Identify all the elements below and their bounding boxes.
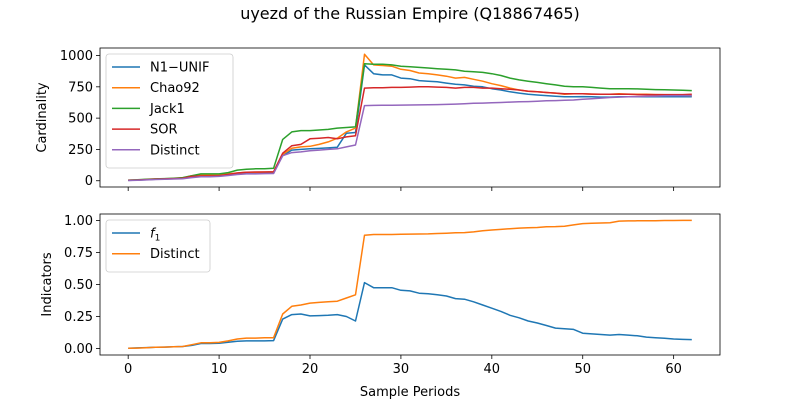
series-line-3 xyxy=(128,86,692,181)
bottom-panel-indicators: 0 10 20 30 40 50 60 0.00 0.25 0.50 0.75 1.00 Indicat… xyxy=(40,213,721,400)
legend-label: Chao92 xyxy=(150,81,200,96)
y-tick-label: 1000 xyxy=(60,49,93,64)
legend-label: Distinct xyxy=(150,143,200,158)
series-line-4 xyxy=(128,94,692,182)
y-tick-label: 0.00 xyxy=(64,342,93,357)
y-tick-label: 0.50 xyxy=(64,278,93,293)
y-axis-label: Indicators xyxy=(40,252,55,316)
legend-label: Jack1 xyxy=(149,102,185,117)
legend-label: N1−UNIF xyxy=(150,61,209,76)
x-tick-label: 60 xyxy=(665,362,682,377)
x-tick-label: 0 xyxy=(124,362,132,377)
top-panel-cardinality: 0 250 500 750 1000 Cardinality N1−UNIF Chao92 Ja… xyxy=(35,47,721,191)
x-tick-label: 30 xyxy=(393,362,410,377)
y-tick-label: 0 xyxy=(85,174,93,189)
x-tick-label: 50 xyxy=(574,362,591,377)
y-tick-label: 0.25 xyxy=(64,310,93,325)
y-tick-label: 0.75 xyxy=(64,246,93,261)
legend-box xyxy=(105,53,234,169)
x-axis-label: Sample Periods xyxy=(360,385,460,400)
axes-frame xyxy=(99,47,721,188)
legend: N1−UNIF Chao92 Jack1 SOR Distinct xyxy=(105,53,234,169)
series-line-2 xyxy=(128,62,692,181)
y-tick-label: 500 xyxy=(68,112,93,127)
x-tick-label: 40 xyxy=(484,362,501,377)
legend-label: SOR xyxy=(150,123,178,138)
legend-label: Distinct xyxy=(150,247,200,262)
y-tick-label: 250 xyxy=(68,143,93,158)
legend-box xyxy=(105,219,211,273)
series-line-0 xyxy=(128,281,692,349)
x-tick-label: 20 xyxy=(302,362,319,377)
y-tick-label: 1.00 xyxy=(64,214,93,229)
x-tick-label: 10 xyxy=(211,362,228,377)
chart-title: uyezd of the Russian Empire (Q18867465) xyxy=(240,4,580,23)
legend: f1 Distinct xyxy=(105,219,211,273)
y-tick-label: 750 xyxy=(68,80,93,95)
y-axis-label: Cardinality xyxy=(35,82,50,153)
series-line-1 xyxy=(128,219,692,350)
legend-label: f1 xyxy=(150,227,160,244)
